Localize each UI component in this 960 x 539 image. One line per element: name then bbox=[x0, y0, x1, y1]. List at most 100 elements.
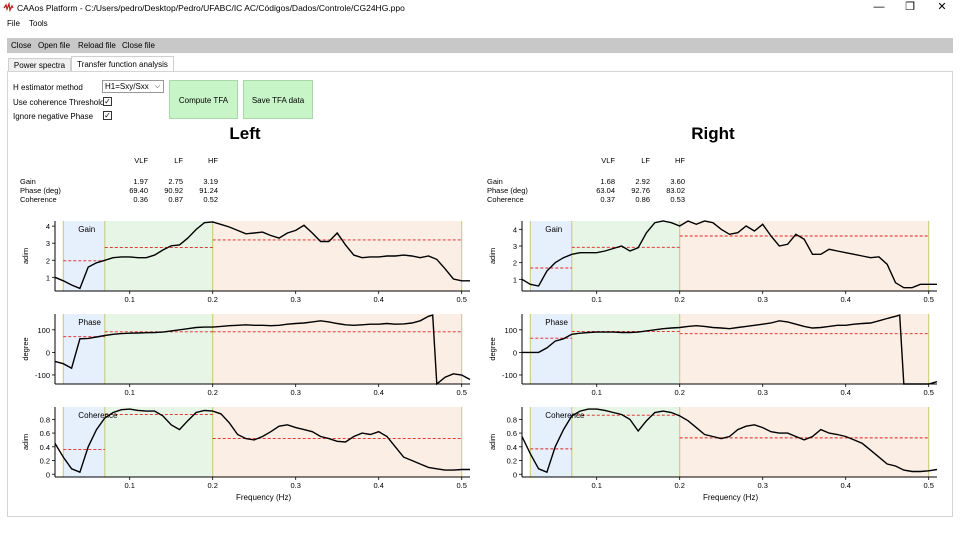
x-tick-label: 0.5 bbox=[923, 481, 933, 490]
band-region bbox=[104, 221, 213, 291]
data-series-line bbox=[54, 221, 470, 290]
open-file-button[interactable]: Open file bbox=[38, 41, 71, 50]
plot-title: Phase bbox=[78, 318, 101, 327]
x-tick-label: 0.3 bbox=[757, 295, 767, 304]
band-region bbox=[63, 407, 105, 477]
stat-label-phase: Phase (deg) bbox=[487, 186, 528, 195]
coherence-threshold-checkbox[interactable]: ✓ bbox=[103, 97, 112, 106]
x-tick-label: 0.5 bbox=[923, 388, 933, 397]
reload-file-button[interactable]: Reload file bbox=[78, 41, 116, 50]
band-region bbox=[530, 221, 572, 291]
stat-value: 69.40 bbox=[129, 186, 148, 195]
x-tick-label: 0.5 bbox=[456, 388, 466, 397]
stat-value: 3.19 bbox=[203, 177, 218, 186]
band-region bbox=[679, 221, 929, 291]
stat-header-hf: HF bbox=[208, 156, 218, 165]
y-tick-label: 2 bbox=[46, 256, 50, 265]
right-phase-plot[interactable]: -100 0 100 0.1 0.2 0.3 0.4 0.5 Phase degree bbox=[482, 311, 942, 399]
band-region bbox=[63, 314, 105, 384]
x-tick-label: 0.2 bbox=[207, 481, 217, 490]
stat-label-phase: Phase (deg) bbox=[20, 186, 61, 195]
y-tick-label: 0.6 bbox=[507, 429, 517, 438]
x-tick-label: 0.3 bbox=[290, 481, 300, 490]
stat-value: 0.86 bbox=[635, 195, 650, 204]
data-series-line bbox=[521, 220, 937, 289]
stat-value: 0.52 bbox=[203, 195, 218, 204]
stat-header-lf: LF bbox=[174, 156, 183, 165]
y-tick-label: 0.2 bbox=[40, 457, 50, 466]
y-axis-label: adim bbox=[21, 248, 30, 264]
stat-header-hf: HF bbox=[675, 156, 685, 165]
stat-value: 91.24 bbox=[199, 186, 218, 195]
x-tick-label: 0.4 bbox=[840, 295, 850, 304]
y-axis-label: degree bbox=[21, 337, 30, 360]
y-tick-label: 0.6 bbox=[40, 429, 50, 438]
x-tick-label: 0.3 bbox=[757, 481, 767, 490]
x-tick-label: 0.3 bbox=[290, 388, 300, 397]
tab-power-spectra[interactable]: Power spectra bbox=[8, 58, 71, 72]
band-region bbox=[530, 314, 572, 384]
menu-file[interactable]: File bbox=[7, 19, 20, 28]
stat-value: 90.92 bbox=[164, 186, 183, 195]
plot-title: Phase bbox=[545, 318, 568, 327]
stat-value: 0.37 bbox=[600, 195, 615, 204]
x-tick-label: 0.2 bbox=[207, 295, 217, 304]
x-tick-label: 0.1 bbox=[124, 388, 134, 397]
y-tick-label: -100 bbox=[502, 371, 517, 380]
x-tick-label: 0.1 bbox=[591, 481, 601, 490]
chevron-down-icon: ⌵ bbox=[154, 83, 160, 90]
left-coherence-plot[interactable]: 0 0.2 0.4 0.6 0.8 0.1 0.2 0.3 0.4 0.5 Coherence adi… bbox=[15, 404, 475, 492]
band-region bbox=[571, 407, 680, 477]
estimator-value: H1=Sxy/Sxx bbox=[105, 82, 149, 91]
close-button[interactable]: Close bbox=[11, 41, 32, 50]
ignore-negative-phase-checkbox[interactable]: ✓ bbox=[103, 111, 112, 120]
restore-button[interactable]: ❐ bbox=[905, 1, 915, 13]
y-axis-label: degree bbox=[488, 337, 497, 360]
y-tick-label: 0 bbox=[46, 348, 50, 357]
x-tick-label: 0.4 bbox=[373, 388, 383, 397]
band-region bbox=[571, 314, 680, 384]
y-axis-label: adim bbox=[488, 248, 497, 264]
compute-tfa-button[interactable]: Compute TFA bbox=[169, 80, 238, 119]
left-phase-plot[interactable]: -100 0 100 0.1 0.2 0.3 0.4 0.5 Phase degree bbox=[15, 311, 475, 399]
y-tick-label: 0.8 bbox=[40, 415, 50, 424]
close-window-button[interactable]: ✕ bbox=[937, 1, 947, 13]
x-tick-label: 0.3 bbox=[757, 388, 767, 397]
x-tick-label: 0.4 bbox=[840, 481, 850, 490]
stat-value: 0.36 bbox=[133, 195, 148, 204]
y-tick-label: 0.8 bbox=[507, 415, 517, 424]
right-coherence-plot[interactable]: 0 0.2 0.4 0.6 0.8 0.1 0.2 0.3 0.4 0.5 Coherence adi… bbox=[482, 404, 942, 492]
x-tick-label: 0.1 bbox=[124, 295, 134, 304]
y-tick-label: 1 bbox=[46, 273, 50, 282]
tab-bar: Power spectra Transfer function analysis bbox=[7, 56, 953, 72]
left-title: Left bbox=[229, 124, 261, 143]
data-series-line bbox=[522, 314, 938, 385]
estimator-label: H estimator method bbox=[13, 83, 83, 92]
left-gain-plot[interactable]: 1 2 3 4 0.1 0.2 0.3 0.4 0.5 Gain adim bbox=[15, 218, 475, 306]
minimize-button[interactable]: — bbox=[873, 1, 885, 13]
band-region bbox=[679, 314, 929, 384]
estimator-select[interactable]: H1=Sxy/Sxx ⌵ bbox=[102, 80, 164, 93]
y-tick-label: 4 bbox=[513, 225, 517, 234]
x-tick-label: 0.5 bbox=[456, 481, 466, 490]
tab-transfer-function-analysis[interactable]: Transfer function analysis bbox=[71, 56, 174, 72]
y-tick-label: 3 bbox=[513, 242, 517, 251]
left-x-axis-label: Frequency (Hz) bbox=[236, 493, 292, 502]
stat-value: 2.75 bbox=[168, 177, 183, 186]
save-tfa-data-button[interactable]: Save TFA data bbox=[243, 80, 313, 119]
y-tick-label: 100 bbox=[37, 326, 50, 335]
stat-value: 0.53 bbox=[670, 195, 685, 204]
close-file-button[interactable]: Close file bbox=[122, 41, 155, 50]
window-title: CAAos Platform - C:/Users/pedro/Desktop/… bbox=[17, 3, 405, 13]
band-region bbox=[571, 221, 680, 291]
toolbar: Close Open file Reload file Close file bbox=[7, 38, 953, 53]
stat-value: 83.02 bbox=[666, 186, 685, 195]
plot-title: Coherence bbox=[78, 411, 118, 420]
right-gain-plot[interactable]: 1 2 3 4 0.1 0.2 0.3 0.4 0.5 Gain adim bbox=[482, 218, 942, 306]
x-tick-label: 0.2 bbox=[674, 481, 684, 490]
data-series-line bbox=[54, 408, 470, 474]
menu-tools[interactable]: Tools bbox=[29, 19, 48, 28]
plot-title: Coherence bbox=[545, 411, 585, 420]
x-tick-label: 0.4 bbox=[373, 295, 383, 304]
y-tick-label: 0 bbox=[513, 348, 517, 357]
